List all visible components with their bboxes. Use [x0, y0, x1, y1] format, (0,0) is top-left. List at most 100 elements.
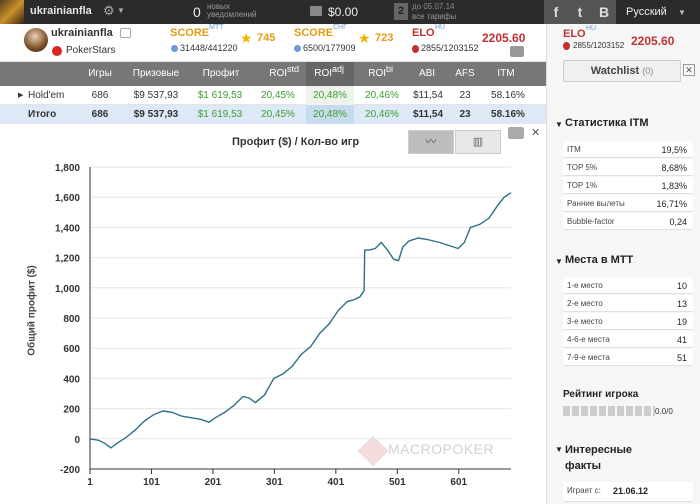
stat-row: 2-е место 13	[563, 295, 693, 312]
camera-icon[interactable]	[510, 46, 524, 57]
cell-roi-std: 20,45%	[261, 109, 295, 120]
fact-label: Играет с:	[567, 486, 601, 495]
tariff-badge[interactable]: 2	[394, 3, 408, 20]
camera-icon[interactable]	[508, 127, 524, 139]
stat-value: 16,71%	[656, 199, 687, 209]
sidebar: ELO HU 2855/1203152 2205.60 Watchlist (0…	[546, 24, 700, 504]
itm-stats-title[interactable]: Статистика ITM	[565, 117, 649, 129]
pokerstars-icon	[52, 46, 62, 56]
score-sng-rank: 6500/177909	[303, 43, 356, 53]
elo-icon	[412, 45, 419, 53]
x-tick-label: 301	[266, 477, 283, 488]
row-game: Hold'em	[28, 90, 65, 101]
col-itm[interactable]: ITM	[497, 68, 515, 79]
cell-prize: $9 537,93	[133, 90, 179, 101]
fact-row: Играет с: 21.06.12	[563, 482, 693, 502]
mtt-places-title[interactable]: Места в МТТ	[565, 254, 634, 266]
stat-label: 7-9-е места	[567, 353, 610, 362]
expand-icon[interactable]: ▶	[18, 92, 24, 99]
close-icon[interactable]: ✕	[531, 127, 541, 139]
elo-label: ELO	[412, 27, 435, 39]
username-link[interactable]: ukrainianfla	[30, 5, 92, 17]
watchlist-count: (0)	[642, 66, 654, 76]
top-navbar: ukrainianfla ⚙ ▼ 0 новых уведомлений $0.…	[0, 0, 700, 24]
line-chart-button[interactable]: 〰	[408, 130, 454, 154]
interesting-facts-title[interactable]: Интересные факты	[565, 444, 633, 472]
all-tariffs-link[interactable]: все тарифы	[412, 12, 457, 21]
y-tick-label: 1,800	[55, 163, 80, 174]
cell-roi-std: 20,45%	[261, 90, 295, 101]
col-abi[interactable]: ABI	[418, 68, 436, 79]
collapse-icon[interactable]: ▼	[555, 445, 563, 454]
col-roi-bi-sup: bi	[386, 64, 394, 74]
stat-value: 51	[676, 353, 687, 363]
balance-value[interactable]: $0.00	[328, 5, 359, 19]
col-roi-std-sup: std	[287, 64, 300, 74]
cell-profit: $1 619,53	[197, 90, 243, 101]
cell-prize: $9 537,93	[133, 109, 179, 120]
x-tick-label: 201	[205, 477, 222, 488]
notifications-count[interactable]: 0	[193, 4, 201, 20]
facebook-icon[interactable]: f	[544, 0, 568, 24]
language-select[interactable]: Русский	[626, 6, 667, 18]
chevron-down-icon[interactable]: ▼	[678, 8, 686, 17]
stat-label: 1-е место	[567, 281, 603, 290]
sidebar-elo-sup: HU	[586, 25, 597, 32]
stat-label: ITM	[567, 145, 581, 154]
score-mtt-sup: MTT	[209, 24, 224, 31]
user-avatar[interactable]	[0, 0, 24, 24]
y-tick-label: 1,600	[55, 193, 80, 204]
cell-afs: 23	[459, 109, 471, 120]
col-profit[interactable]: Профит	[202, 68, 240, 79]
table-total-row: Итого 686 $9 537,93 $1 619,53 20,45% 20,…	[0, 105, 546, 124]
col-roi-adj[interactable]: ROI	[314, 68, 332, 79]
stat-value: 19,5%	[661, 145, 687, 155]
vkontakte-icon[interactable]: B	[592, 0, 616, 24]
sidebar-elo-rank: 2855/1203152	[573, 41, 625, 50]
y-tick-label: 400	[63, 374, 80, 385]
stat-row: Bubble-factor 0,24	[563, 213, 693, 230]
stat-value: 41	[676, 335, 687, 345]
bar-chart-button[interactable]: ▥	[455, 130, 501, 154]
close-icon[interactable]: ✕	[683, 64, 695, 76]
stat-label: TOP 5%	[567, 163, 597, 172]
score-mtt-label: SCORE	[170, 27, 210, 39]
rating-value: 0.0/0	[655, 407, 673, 416]
wallet-icon[interactable]	[310, 6, 322, 16]
col-roi-bi[interactable]: ROI	[368, 68, 386, 79]
col-afs[interactable]: AFS	[455, 68, 475, 79]
y-tick-label: 200	[63, 405, 80, 416]
y-tick-label: 800	[63, 314, 80, 325]
cell-games: 686	[91, 90, 109, 101]
col-prize[interactable]: Призовые	[132, 68, 180, 79]
y-tick-label: 1,000	[55, 284, 80, 295]
collapse-icon[interactable]: ▼	[555, 120, 563, 129]
gear-icon[interactable]: ⚙	[103, 3, 115, 18]
col-roi-std[interactable]: ROI	[269, 68, 287, 79]
collapse-icon[interactable]: ▼	[555, 257, 563, 266]
stat-row: 3-е место 19	[563, 313, 693, 330]
stat-row: Ранние вылеты 16,71%	[563, 195, 693, 212]
poker-room: PokerStars	[66, 45, 116, 56]
chevron-down-icon[interactable]: ▼	[117, 6, 125, 15]
twitter-icon[interactable]: t	[568, 0, 592, 24]
cell-roi-adj: 20,48%	[313, 90, 347, 101]
cell-profit: $1 619,53	[197, 109, 243, 120]
col-games[interactable]: Игры	[88, 68, 112, 79]
stat-value: 19	[676, 317, 687, 327]
stat-row: TOP 1% 1,83%	[563, 177, 693, 194]
watchlist-button[interactable]: Watchlist (0)	[563, 60, 681, 82]
rank-icon	[294, 45, 301, 52]
x-tick-label: 101	[143, 477, 160, 488]
elo-value: 2205.60	[482, 31, 526, 45]
player-card-icon[interactable]	[120, 28, 131, 38]
stat-value: 8,68%	[661, 163, 687, 173]
row-total: Итого	[28, 109, 57, 120]
stat-value: 0,24	[669, 217, 687, 227]
cell-afs: 23	[459, 90, 471, 101]
y-tick-label: 0	[74, 435, 80, 446]
notifications-label[interactable]: новых уведомлений	[207, 2, 257, 19]
table-row[interactable]: ▶ Hold'em 686 $9 537,93 $1 619,53 20,45%…	[0, 86, 546, 105]
col-roi-adj-sup: adj	[332, 64, 345, 74]
rank-icon	[171, 45, 178, 52]
